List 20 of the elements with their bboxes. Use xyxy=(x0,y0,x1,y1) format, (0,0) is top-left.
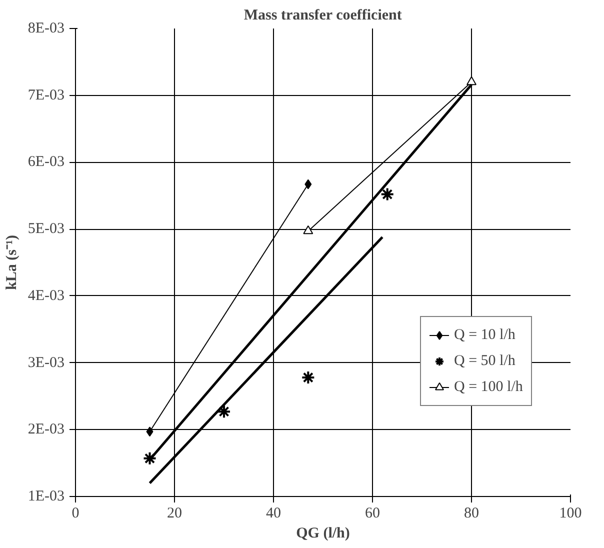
y-tick-label: 7E-03 xyxy=(28,87,65,104)
x-axis-title: QG (l/h) xyxy=(296,526,350,542)
y-axis-title: kLa (s⁻¹) xyxy=(4,235,20,290)
legend-label: Q = 10 l/h xyxy=(454,326,516,344)
x-tick-label: 100 xyxy=(559,506,582,522)
y-tick-label: 4E-03 xyxy=(28,288,65,304)
y-tick-label: 5E-03 xyxy=(28,221,65,238)
x-tick-label: 80 xyxy=(464,506,479,522)
x-tick-label: 40 xyxy=(266,506,281,522)
x-tick-label: 20 xyxy=(167,506,182,522)
x-tick-label: 60 xyxy=(365,506,380,522)
y-tick-label: 1E-03 xyxy=(28,488,65,504)
legend-label: Q = 50 l/h xyxy=(454,352,516,370)
x-tick-label: 0 xyxy=(72,506,80,522)
y-tick-label: 3E-03 xyxy=(28,354,65,371)
y-tick-label: 2E-03 xyxy=(28,422,65,438)
y-tick-label: 8E-03 xyxy=(28,20,65,36)
legend-label: Q = 100 l/h xyxy=(454,378,523,396)
y-tick-label: 6E-03 xyxy=(28,154,65,170)
chart-title: Mass transfer coefficient xyxy=(244,8,402,24)
